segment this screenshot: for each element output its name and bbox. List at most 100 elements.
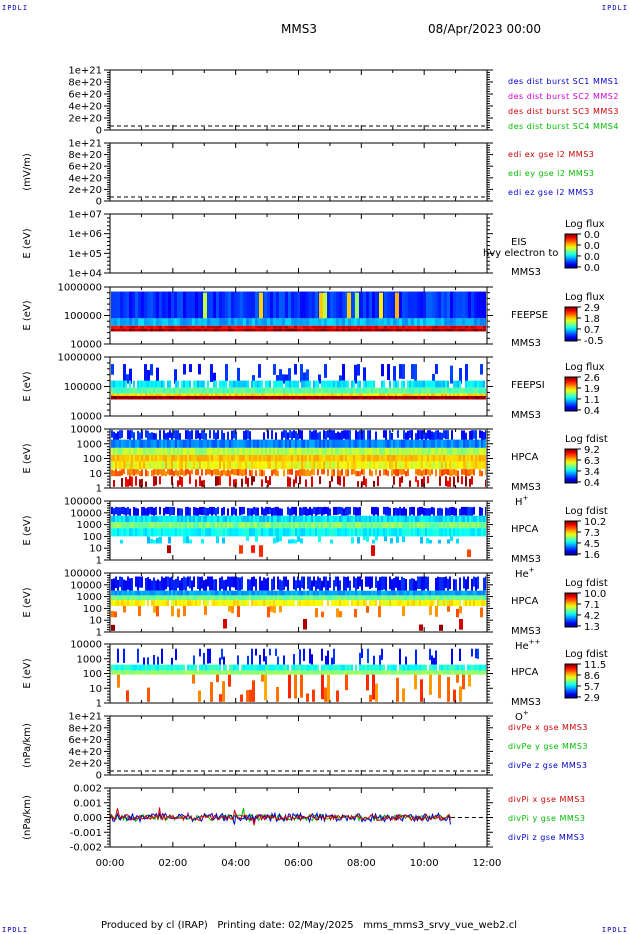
spectro-cell	[237, 670, 239, 675]
spectro-cell	[253, 515, 255, 523]
spectro-cell	[259, 387, 261, 394]
spectro-cell	[345, 439, 347, 448]
spectro-cell	[301, 395, 303, 400]
spectro-cell	[345, 528, 347, 537]
spectro-cell	[444, 328, 447, 332]
spectro-cell	[199, 387, 201, 394]
spectro-cell	[399, 528, 401, 537]
spectro-cell	[323, 292, 327, 319]
spectro-cell	[159, 318, 162, 326]
spectro-cell	[151, 664, 153, 671]
spectro-cell	[228, 328, 231, 332]
spectro-cell	[233, 600, 235, 607]
spectro-cell	[133, 590, 135, 596]
spectro-cell	[339, 522, 341, 529]
spectro-cell	[381, 395, 383, 400]
spectro-cell	[171, 318, 174, 326]
spectro-cell	[173, 595, 175, 601]
spectro-cell	[481, 393, 483, 396]
spectro-cell	[181, 461, 183, 470]
spectro-cell	[216, 318, 219, 326]
spectro-cell	[193, 655, 195, 665]
spectro-cell	[139, 387, 141, 394]
spectro-cell	[111, 624, 115, 631]
spectro-cell	[417, 328, 420, 332]
spectro-cell	[285, 318, 288, 326]
spectro-cell	[175, 648, 177, 661]
spectro-cell	[477, 648, 479, 659]
spectro-cell	[139, 600, 141, 607]
spectro-cell	[363, 439, 365, 448]
y-tick-label: 100	[83, 604, 102, 615]
spectro-cell	[435, 577, 437, 591]
spectro-cell	[177, 664, 179, 671]
spectrogram	[111, 648, 486, 702]
spectro-cell	[459, 606, 462, 614]
spectro-cell	[199, 648, 201, 657]
spectro-cell	[233, 395, 235, 400]
spectro-cell	[273, 447, 275, 455]
spectro-cell	[387, 439, 389, 448]
spectro-cell	[213, 454, 215, 462]
spectro-cell	[327, 595, 329, 601]
spectro-cell	[415, 469, 417, 475]
spectro-cell	[229, 439, 231, 448]
spectro-cell	[329, 430, 331, 441]
spectro-cell	[383, 439, 385, 448]
spectro-cell	[119, 515, 121, 523]
spectro-cell	[195, 328, 198, 332]
y-axis-label: E (eV)	[22, 587, 33, 617]
spectro-cell	[433, 664, 435, 671]
spectro-cell	[189, 522, 191, 529]
spectro-cell	[265, 454, 267, 462]
y-tick-label: 1e+04	[68, 269, 102, 280]
spectro-cell	[467, 387, 469, 394]
spectro-cell	[381, 328, 384, 332]
panel-frame	[109, 213, 488, 274]
spectro-cell	[471, 454, 473, 462]
spectro-cell	[115, 439, 117, 448]
spectro-cell	[391, 590, 393, 596]
spectro-cell	[357, 325, 360, 329]
spectro-cell	[349, 515, 351, 523]
spectro-cell	[137, 461, 139, 470]
spectro-cell	[177, 670, 179, 675]
spectro-cell	[335, 590, 337, 596]
spectro-cell	[349, 447, 351, 455]
spectro-cell	[187, 506, 189, 516]
spectro-cell	[259, 600, 261, 607]
spectro-cell	[183, 291, 186, 319]
spectro-cell	[401, 469, 403, 476]
spectro-cell	[201, 454, 203, 462]
spectro-cell	[331, 469, 333, 477]
spectro-cell	[339, 461, 341, 470]
spectro-cell	[149, 454, 151, 462]
spectro-cell	[421, 387, 423, 394]
spectro-cell	[117, 471, 119, 477]
spectro-cell	[155, 447, 157, 455]
spectro-cell	[225, 590, 227, 596]
spectro-cell	[143, 506, 145, 516]
spectro-cell	[201, 461, 203, 470]
spectro-cell	[329, 395, 331, 400]
spectro-cell	[145, 481, 147, 487]
spectro-cell	[273, 380, 275, 388]
spectro-cell	[359, 600, 361, 607]
spectro-cell	[339, 670, 341, 675]
spectro-cell	[318, 374, 321, 384]
spectro-cell	[396, 536, 399, 543]
spectro-cell	[429, 395, 431, 400]
spectro-cell	[333, 528, 335, 537]
spectro-cell	[433, 387, 435, 394]
spectro-cell	[239, 439, 241, 448]
spectro-cell	[419, 590, 421, 596]
spectro-cell	[333, 454, 335, 462]
spectro-cell	[133, 454, 135, 462]
spectro-cell	[125, 670, 127, 675]
spectro-cell	[261, 515, 263, 523]
spectro-cell	[343, 522, 345, 529]
spectro-cell	[135, 395, 137, 400]
spectro-cell	[143, 657, 145, 665]
spectro-cell	[317, 387, 319, 394]
spectro-cell	[113, 522, 115, 529]
